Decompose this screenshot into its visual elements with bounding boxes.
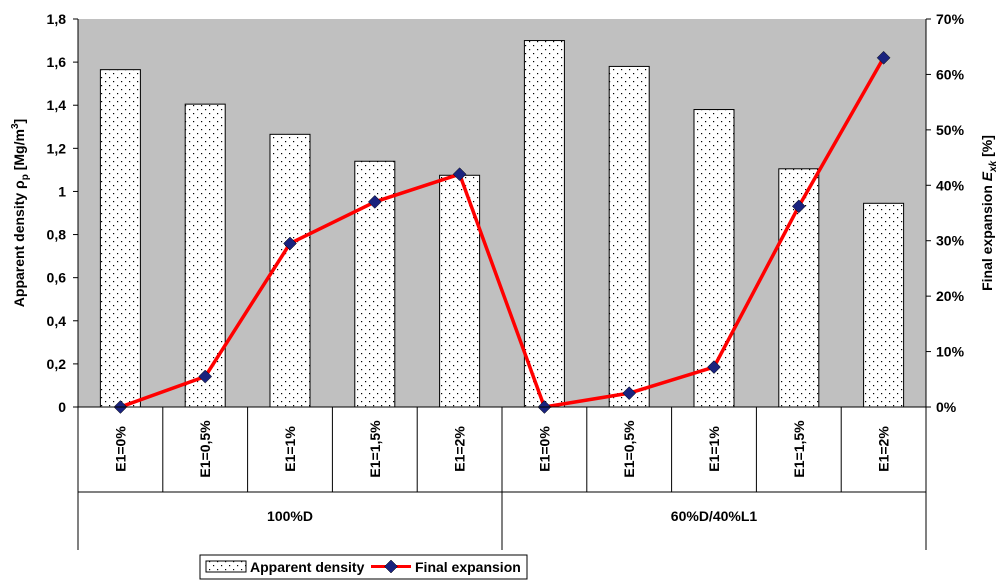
density-bar-9 bbox=[863, 202, 905, 408]
left-tick-label-7: 1,4 bbox=[47, 97, 67, 113]
right-tick-label-7: 70% bbox=[936, 11, 965, 27]
group-label-1: 60%D/40%L1 bbox=[671, 508, 758, 524]
left-tick-label-1: 0,2 bbox=[47, 356, 67, 372]
expansion-point-4 bbox=[452, 167, 467, 182]
legend-swatch-apparent-density bbox=[205, 560, 247, 573]
expansion-point-7 bbox=[707, 360, 721, 374]
legend: Apparent density Final expansion bbox=[199, 554, 528, 580]
legend-label-apparent-density: Apparent density bbox=[250, 559, 365, 575]
left-tick-label-9: 1,8 bbox=[47, 11, 67, 27]
right-tick-label-2: 20% bbox=[936, 288, 965, 304]
density-bar-6 bbox=[608, 65, 650, 408]
group-label-0: 100%D bbox=[267, 508, 313, 524]
x-tick-label-5: E1=0% bbox=[536, 426, 552, 472]
x-tick-label-3: E1=1,5% bbox=[367, 420, 383, 478]
legend-swatch-final-expansion-marker bbox=[384, 559, 398, 574]
x-tick-label-7: E1=1% bbox=[706, 426, 722, 472]
expansion-line bbox=[119, 56, 886, 409]
x-tick-label-0: E1=0% bbox=[112, 426, 128, 472]
x-tick-label-9: E1=2% bbox=[876, 426, 892, 472]
right-axis-title: Final expansion Exk [%] bbox=[979, 135, 999, 291]
expansion-point-8 bbox=[791, 199, 806, 214]
left-tick-label-8: 1,6 bbox=[47, 54, 67, 70]
right-axis: 0% 10% 20% 30% 40% 50% 60% 70% bbox=[925, 11, 965, 415]
x-tick-label-8: E1=1,5% bbox=[791, 420, 807, 478]
right-tick-label-6: 60% bbox=[936, 66, 965, 82]
x-tick-label-1: E1=0,5% bbox=[197, 420, 213, 478]
density-bar-5 bbox=[523, 40, 565, 408]
left-tick-label-5: 1 bbox=[58, 183, 66, 199]
right-tick-label-5: 50% bbox=[936, 122, 965, 138]
left-tick-label-6: 1,2 bbox=[47, 140, 67, 156]
left-axis-title: Apparent density ρp [Mg/m3] bbox=[10, 119, 31, 307]
right-tick-label-3: 30% bbox=[936, 233, 965, 249]
density-bar-2 bbox=[269, 133, 311, 408]
left-tick-label-4: 0,8 bbox=[47, 227, 67, 243]
expansion-point-3 bbox=[367, 195, 382, 209]
x-tick-label-6: E1=0,5% bbox=[621, 420, 637, 478]
left-axis: 0 0,2 0,4 0,6 0,8 1 1,2 1,4 1,6 1,8 bbox=[47, 11, 79, 415]
expansion-point-2 bbox=[283, 236, 297, 251]
right-tick-label-4: 40% bbox=[936, 177, 965, 193]
x-tick-label-4: E1=2% bbox=[452, 426, 468, 472]
left-tick-label-2: 0,4 bbox=[47, 313, 67, 329]
left-tick-label-3: 0,6 bbox=[47, 270, 67, 286]
expansion-line-layer bbox=[113, 50, 891, 414]
legend-box bbox=[199, 554, 528, 580]
x-tick-label-2: E1=1% bbox=[282, 426, 298, 472]
right-tick-label-1: 10% bbox=[936, 344, 965, 360]
density-bar-1 bbox=[184, 103, 226, 408]
density-bar-7 bbox=[693, 109, 735, 408]
expansion-point-6 bbox=[622, 386, 637, 400]
right-tick-label-0: 0% bbox=[936, 399, 957, 415]
expansion-point-1 bbox=[198, 369, 213, 384]
x-axis: E1=0% E1=0,5% E1=1% E1=1,5% E1=2% E1=0% E1=0,5… bbox=[77, 406, 927, 550]
legend-label-final-expansion: Final expansion bbox=[415, 559, 521, 575]
expansion-point-9 bbox=[876, 50, 891, 65]
left-tick-label-0: 0 bbox=[58, 399, 66, 415]
density-bar-0 bbox=[99, 69, 141, 408]
